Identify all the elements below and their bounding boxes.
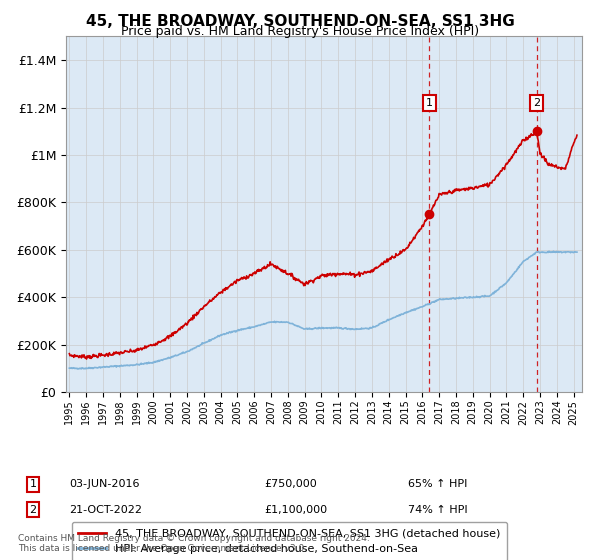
Text: 1: 1 (426, 98, 433, 108)
Legend: 45, THE BROADWAY, SOUTHEND-ON-SEA, SS1 3HG (detached house), HPI: Average price,: 45, THE BROADWAY, SOUTHEND-ON-SEA, SS1 3… (71, 522, 507, 560)
Text: 45, THE BROADWAY, SOUTHEND-ON-SEA, SS1 3HG: 45, THE BROADWAY, SOUTHEND-ON-SEA, SS1 3… (86, 14, 514, 29)
Text: 03-JUN-2016: 03-JUN-2016 (69, 479, 139, 489)
Text: Price paid vs. HM Land Registry's House Price Index (HPI): Price paid vs. HM Land Registry's House … (121, 25, 479, 38)
Text: 74% ↑ HPI: 74% ↑ HPI (408, 505, 467, 515)
Text: 65% ↑ HPI: 65% ↑ HPI (408, 479, 467, 489)
Text: £750,000: £750,000 (264, 479, 317, 489)
Text: 1: 1 (29, 479, 37, 489)
Text: 2: 2 (533, 98, 540, 108)
Text: Contains HM Land Registry data © Crown copyright and database right 2024.
This d: Contains HM Land Registry data © Crown c… (18, 534, 370, 553)
Text: 2: 2 (29, 505, 37, 515)
Text: £1,100,000: £1,100,000 (264, 505, 327, 515)
Text: 21-OCT-2022: 21-OCT-2022 (69, 505, 142, 515)
